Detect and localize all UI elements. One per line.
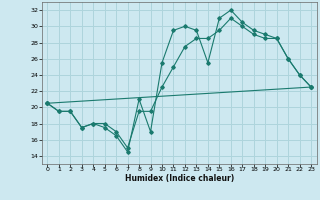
X-axis label: Humidex (Indice chaleur): Humidex (Indice chaleur): [124, 174, 234, 183]
